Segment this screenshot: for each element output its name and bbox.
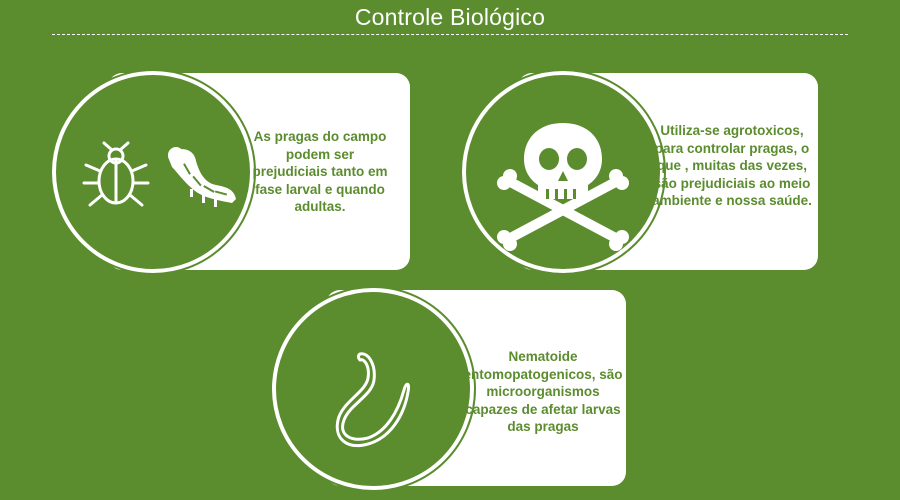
bug-icon <box>82 141 150 207</box>
card-pests-icons <box>82 141 236 207</box>
card-pests-text: As pragas do campo podem ser prejudiciai… <box>252 129 388 214</box>
card-pests-circle <box>52 71 254 273</box>
nematode-icon <box>335 352 410 447</box>
card-pesticides-text: Utiliza-se agrotoxicos, para controlar p… <box>652 123 812 208</box>
card-nematodes-text: Nematoide entomopatogenicos, são microor… <box>463 349 623 434</box>
card-pesticides-circle <box>462 71 664 273</box>
page-title: Controle Biológico <box>354 4 546 30</box>
dashed-divider <box>52 34 848 35</box>
card-nematodes-circle <box>272 288 474 490</box>
skull-crossbones-icon <box>497 123 629 251</box>
caterpillar-icon <box>168 147 236 207</box>
